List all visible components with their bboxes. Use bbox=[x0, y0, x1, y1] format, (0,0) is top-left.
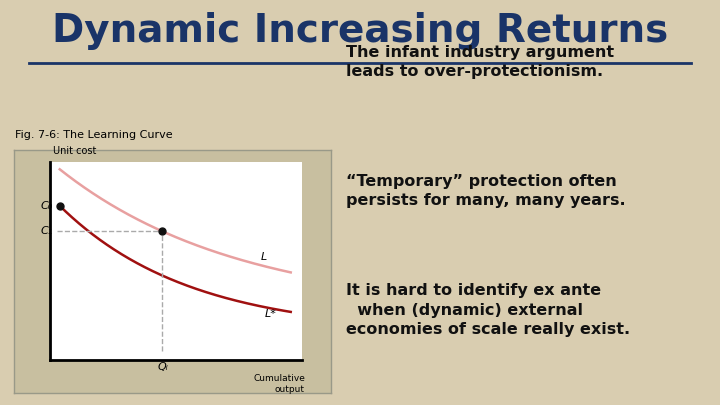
Text: Unit cost: Unit cost bbox=[53, 146, 96, 156]
Text: The infant industry argument
leads to over-protectionism.: The infant industry argument leads to ov… bbox=[346, 45, 613, 79]
Text: Qₗ: Qₗ bbox=[157, 362, 168, 372]
Text: Cumulative
output: Cumulative output bbox=[253, 374, 305, 394]
Text: L: L bbox=[261, 252, 266, 262]
Text: Fig. 7-6: The Learning Curve: Fig. 7-6: The Learning Curve bbox=[15, 130, 172, 140]
Text: Dynamic Increasing Returns: Dynamic Increasing Returns bbox=[52, 12, 668, 50]
Text: C₁: C₁ bbox=[40, 226, 53, 237]
Text: “Temporary” protection often
persists for many, many years.: “Temporary” protection often persists fo… bbox=[346, 174, 625, 208]
Text: It is hard to identify ex ante
  when (dynamic) external
economies of scale real: It is hard to identify ex ante when (dyn… bbox=[346, 284, 630, 337]
Text: L*: L* bbox=[265, 309, 277, 319]
Text: C₀: C₀ bbox=[40, 201, 53, 211]
